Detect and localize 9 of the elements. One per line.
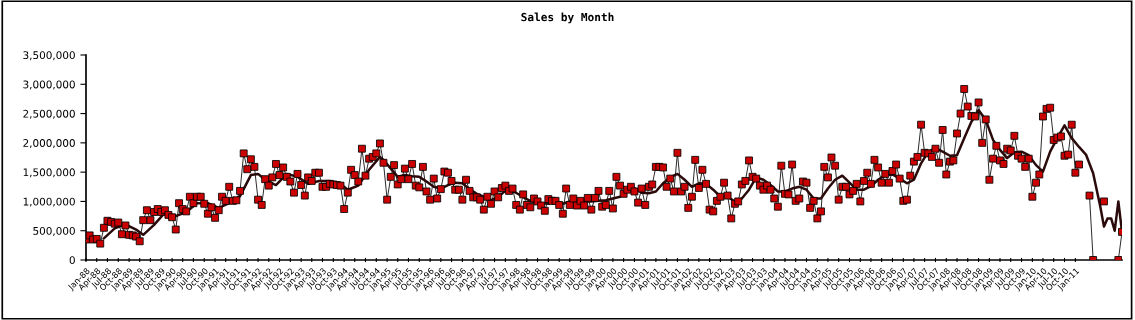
y-tick-label: 3,000,000	[23, 80, 75, 90]
chart-title: Sales by Month	[521, 12, 614, 24]
y-tick-label: 2,500,000	[23, 109, 75, 119]
y-tick-label: 500,000	[33, 226, 75, 236]
y-tick-label: 1,500,000	[23, 168, 75, 178]
y-tick-label: 0	[69, 256, 75, 265]
y-tick-label: 2,000,000	[23, 139, 75, 149]
y-tick-label: 3,500,000	[23, 51, 75, 61]
y-tick-label: 1,000,000	[23, 197, 75, 207]
